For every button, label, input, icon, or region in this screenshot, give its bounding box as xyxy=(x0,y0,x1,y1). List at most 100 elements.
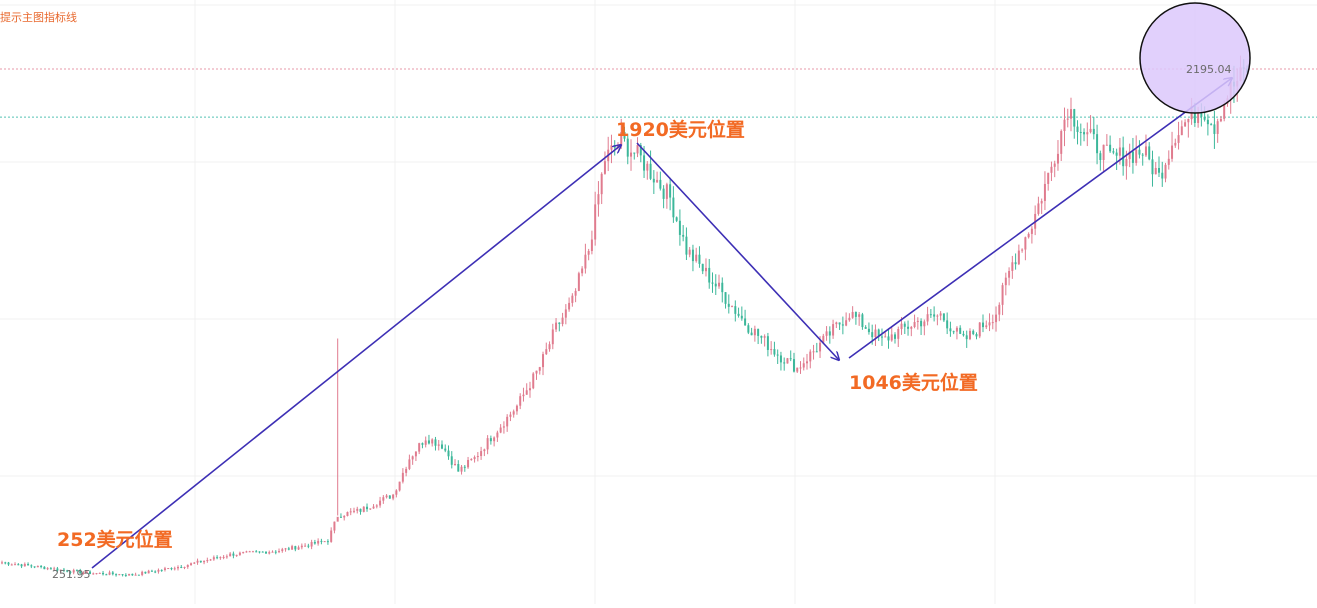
candle-body xyxy=(108,572,111,575)
candle-body xyxy=(463,466,466,468)
candle-body xyxy=(1216,121,1219,134)
candle-body xyxy=(1135,149,1138,163)
candle-body xyxy=(408,459,411,469)
candle-body xyxy=(154,571,157,573)
candle-body xyxy=(427,440,430,444)
candle-body xyxy=(75,570,78,572)
candle-body xyxy=(219,557,222,559)
candle-body xyxy=(1086,132,1089,135)
candle-body xyxy=(115,574,118,576)
candle-body xyxy=(212,557,215,560)
candle-body xyxy=(62,569,65,571)
candle-body xyxy=(779,355,782,363)
candle-body xyxy=(1053,163,1056,167)
candle-body xyxy=(630,152,633,157)
candle-body xyxy=(871,332,874,338)
candle-body xyxy=(421,443,424,445)
candle-body xyxy=(382,497,385,501)
candle-body xyxy=(532,373,535,389)
candle-body xyxy=(499,427,502,433)
candle-body xyxy=(85,571,88,573)
candle-body xyxy=(825,331,828,336)
candle-body xyxy=(395,490,398,495)
candle-body xyxy=(1047,172,1050,184)
candle-body xyxy=(838,322,841,325)
candle-body xyxy=(66,570,69,572)
candle-body xyxy=(1184,122,1187,127)
candle-body xyxy=(27,563,30,566)
candle-body xyxy=(506,416,509,427)
candle-body xyxy=(1118,147,1121,156)
candle-body xyxy=(1001,285,1004,305)
candle-body xyxy=(95,573,98,575)
candle-body xyxy=(229,553,232,557)
candle-body xyxy=(828,331,831,336)
candle-body xyxy=(216,557,219,559)
candle-body xyxy=(581,268,584,274)
candle-body xyxy=(144,571,147,574)
candle-body xyxy=(731,306,734,308)
candle-body xyxy=(294,546,297,550)
candle-body xyxy=(1158,167,1161,173)
candle-body xyxy=(985,325,988,328)
candle-body xyxy=(199,560,202,563)
candle-body xyxy=(701,263,704,272)
candle-body xyxy=(356,508,359,511)
candle-body xyxy=(887,336,890,341)
candle-body xyxy=(1079,131,1082,133)
candle-body xyxy=(1040,200,1043,204)
candle-body xyxy=(704,267,707,272)
candle-body xyxy=(623,131,626,139)
candle-body xyxy=(49,568,52,570)
candle-body xyxy=(98,572,101,574)
candle-body xyxy=(56,568,59,571)
candle-body xyxy=(603,161,606,174)
candle-body xyxy=(255,551,258,553)
candle-body xyxy=(1154,167,1157,175)
candle-body xyxy=(923,321,926,327)
candle-body xyxy=(594,204,597,240)
candle-body xyxy=(483,449,486,452)
candle-body xyxy=(965,335,968,340)
candle-body xyxy=(53,568,56,570)
candle-body xyxy=(336,516,339,522)
candle-body xyxy=(362,506,365,512)
candle-body xyxy=(36,565,39,568)
candle-body xyxy=(678,220,681,235)
candle-body xyxy=(225,556,228,558)
candle-body xyxy=(744,318,747,326)
candle-body xyxy=(1161,172,1164,179)
annotation-label-1: 252美元位置 xyxy=(57,528,173,551)
candle-body xyxy=(366,506,369,510)
candle-body xyxy=(822,335,825,343)
candle-body xyxy=(163,568,166,570)
candle-body xyxy=(776,354,779,356)
candle-body xyxy=(926,314,929,322)
candle-body xyxy=(880,336,883,338)
candle-body xyxy=(434,439,437,446)
candle-body xyxy=(496,432,499,438)
candle-body xyxy=(444,448,447,451)
candle-body xyxy=(1004,277,1007,286)
candle-body xyxy=(1105,144,1108,146)
candle-body xyxy=(525,390,528,395)
candle-body xyxy=(1171,145,1174,159)
candle-body xyxy=(832,324,835,336)
candle-body xyxy=(770,349,773,351)
candle-body xyxy=(1115,152,1118,156)
candle-body xyxy=(750,332,753,336)
candle-body xyxy=(92,573,95,575)
candle-body xyxy=(1,562,3,564)
candle-body xyxy=(157,569,160,572)
candle-body xyxy=(1073,109,1076,127)
candle-body xyxy=(134,574,137,576)
candle-body xyxy=(196,560,199,563)
candle-body xyxy=(457,464,460,472)
candle-body xyxy=(991,322,994,324)
candle-body xyxy=(235,554,238,556)
candle-body xyxy=(467,459,470,468)
candle-body xyxy=(587,250,590,255)
candle-body xyxy=(724,292,727,304)
candle-body xyxy=(874,329,877,338)
